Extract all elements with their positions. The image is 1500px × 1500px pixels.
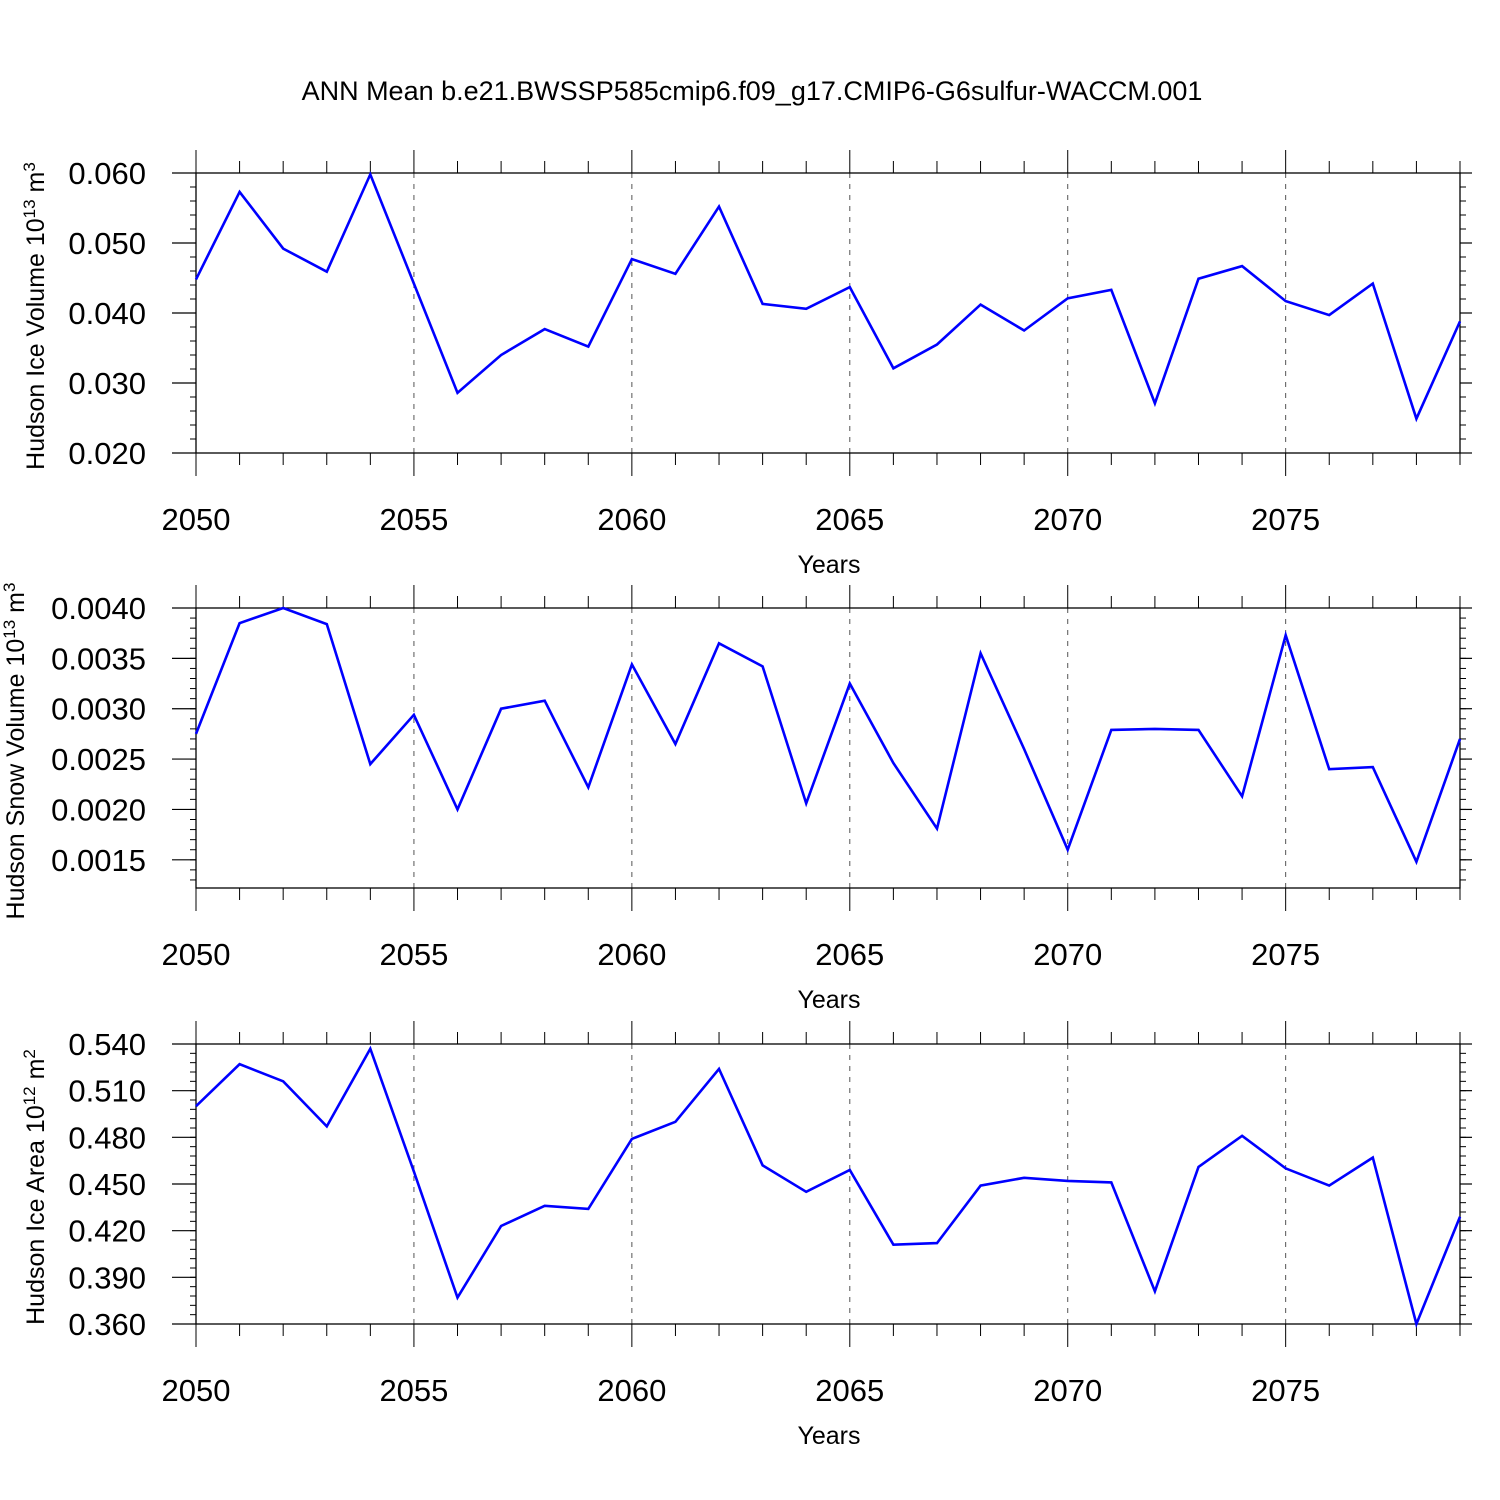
y-tick-label: 0.0020 [51, 792, 146, 827]
x-tick-label: 2060 [597, 502, 666, 537]
series-line [194, 606, 1462, 866]
y-tick-label: 0.060 [68, 156, 146, 191]
x-tick-label: 2065 [815, 502, 884, 537]
x-axis-label: Years [797, 1422, 860, 1450]
y-axis-label-exponent: 13 [20, 199, 39, 218]
y-tick-label: 0.0030 [51, 692, 146, 727]
y-axis-label: Hudson Ice Area 1012 m2 [20, 1049, 51, 1325]
y-tick-label: 0.0015 [51, 843, 146, 878]
y-tick-label: 0.020 [68, 436, 146, 471]
y-tick-label: 0.510 [68, 1074, 146, 1109]
y-axis-label-text: Hudson Snow Volume 10 [2, 639, 30, 920]
y-tick-label: 0.480 [68, 1120, 146, 1155]
y-axis-label-text: Hudson Ice Volume 10 [22, 218, 50, 470]
x-tick-label: 2050 [162, 937, 231, 972]
y-axis-label-exponent: 12 [20, 1086, 39, 1105]
y-axis-label-text: m [2, 592, 30, 620]
plot-frame [195, 607, 1461, 889]
plot-frame [195, 172, 1461, 454]
x-tick-label: 2065 [815, 937, 884, 972]
y-axis-label: Hudson Snow Volume 1013 m3 [0, 583, 30, 920]
y-axis-label-exponent: 3 [20, 162, 39, 171]
y-axis-label-text: m [22, 1059, 50, 1087]
x-tick-label: 2060 [597, 937, 666, 972]
series-line [194, 171, 1462, 423]
y-axis-label-exponent: 3 [0, 583, 19, 592]
x-tick-label: 2050 [162, 1373, 231, 1408]
y-axis-label-exponent: 13 [0, 620, 19, 639]
x-tick-label: 2070 [1033, 502, 1102, 537]
y-tick-label: 0.050 [68, 226, 146, 261]
series-line [195, 1045, 1462, 1329]
figure-title: ANN Mean b.e21.BWSSP585cmip6.f09_g17.CMI… [302, 76, 1203, 106]
x-tick-label: 2075 [1251, 937, 1320, 972]
plot-frame [195, 1043, 1461, 1325]
y-tick-label: 0.040 [68, 296, 146, 331]
y-axis-label-exponent: 2 [20, 1049, 39, 1058]
x-tick-label: 2055 [379, 1373, 448, 1408]
x-axis-label: Years [797, 551, 860, 579]
x-tick-label: 2065 [815, 1373, 884, 1408]
x-tick-label: 2075 [1251, 502, 1320, 537]
y-tick-label: 0.0040 [51, 591, 146, 626]
x-tick-label: 2075 [1251, 1373, 1320, 1408]
x-tick-label: 2060 [597, 1373, 666, 1408]
x-tick-label: 2055 [379, 502, 448, 537]
x-tick-label: 2070 [1033, 937, 1102, 972]
x-tick-label: 2050 [162, 502, 231, 537]
chart-panel-1: 0.020 0.030 0.040 0.050 0.060 2050 2055 2060 206… [20, 150, 1472, 579]
y-axis-label: Hudson Ice Volume 1013 m3 [20, 162, 51, 470]
y-tick-label: 0.0035 [51, 641, 146, 676]
y-tick-label: 0.420 [68, 1214, 146, 1249]
y-tick-label: 0.450 [68, 1167, 146, 1202]
y-tick-label: 0.360 [68, 1307, 146, 1342]
chart-panel-3: 0.360 0.390 0.420 0.450 0.480 0.510 0.540 2050 2… [20, 1021, 1472, 1450]
x-axis-label: Years [797, 986, 860, 1014]
x-tick-label: 2055 [379, 937, 448, 972]
y-tick-label: 0.540 [68, 1027, 146, 1062]
y-axis-label-text: Hudson Ice Area 10 [22, 1105, 50, 1325]
y-tick-label: 0.0025 [51, 742, 146, 777]
x-tick-label: 2070 [1033, 1373, 1102, 1408]
y-tick-label: 0.030 [68, 366, 146, 401]
y-axis-label-text: m [22, 172, 50, 200]
chart-panel-2: 0.0015 0.0020 0.0025 0.0030 0.0035 0.0040 2050… [0, 583, 1472, 1014]
y-tick-label: 0.390 [68, 1260, 146, 1295]
